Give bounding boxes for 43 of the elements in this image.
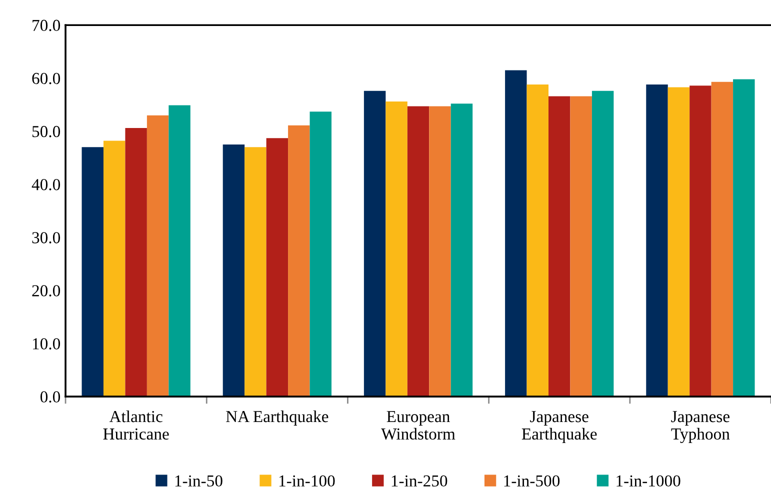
bar	[570, 96, 592, 397]
bar	[668, 87, 690, 397]
bar	[82, 147, 104, 397]
bar	[146, 115, 169, 397]
x-tick-label: Japanese Earthquake	[522, 411, 597, 444]
x-tick-label: NA Earthquake	[226, 410, 328, 426]
y-tick-label: 30.0	[32, 232, 60, 244]
bar	[505, 70, 527, 397]
y-tick-label: 0.0	[40, 391, 60, 403]
bar	[407, 106, 430, 397]
bar	[168, 105, 190, 397]
y-tick-label: 70.0	[32, 20, 60, 32]
bar	[266, 138, 288, 397]
bar	[690, 86, 712, 397]
bar	[103, 140, 126, 397]
bar	[450, 104, 473, 397]
bar	[711, 82, 734, 397]
x-tick-label: Japanese Typhoon	[671, 411, 730, 444]
bar	[222, 144, 245, 397]
y-tick-label: 60.0	[32, 72, 60, 84]
legend-label: 1-in-100	[279, 475, 335, 487]
legend-label: 1-in-250	[392, 475, 448, 487]
bar	[548, 96, 570, 397]
bar	[526, 84, 548, 397]
bar	[310, 112, 332, 397]
y-tick-label: 50.0	[32, 126, 60, 138]
bar	[288, 125, 310, 397]
bar	[592, 90, 614, 397]
bar	[364, 90, 386, 397]
bar	[386, 102, 408, 397]
bar	[646, 84, 668, 397]
x-tick-label: Atlantic Hurricane	[103, 410, 169, 440]
bar	[733, 79, 755, 397]
y-tick-label: 10.0	[32, 338, 60, 350]
legend-label: 1-in-50	[175, 475, 222, 487]
bar	[244, 147, 266, 397]
bar	[125, 128, 147, 397]
legend-label: 1-in-500	[504, 475, 560, 487]
y-tick-label: 20.0	[32, 285, 60, 296]
bar	[429, 106, 451, 397]
y-tick-label: 40.0	[32, 179, 60, 190]
x-tick-label: European Windstorm	[381, 411, 456, 440]
legend-label: 1-in-1000	[616, 475, 680, 487]
